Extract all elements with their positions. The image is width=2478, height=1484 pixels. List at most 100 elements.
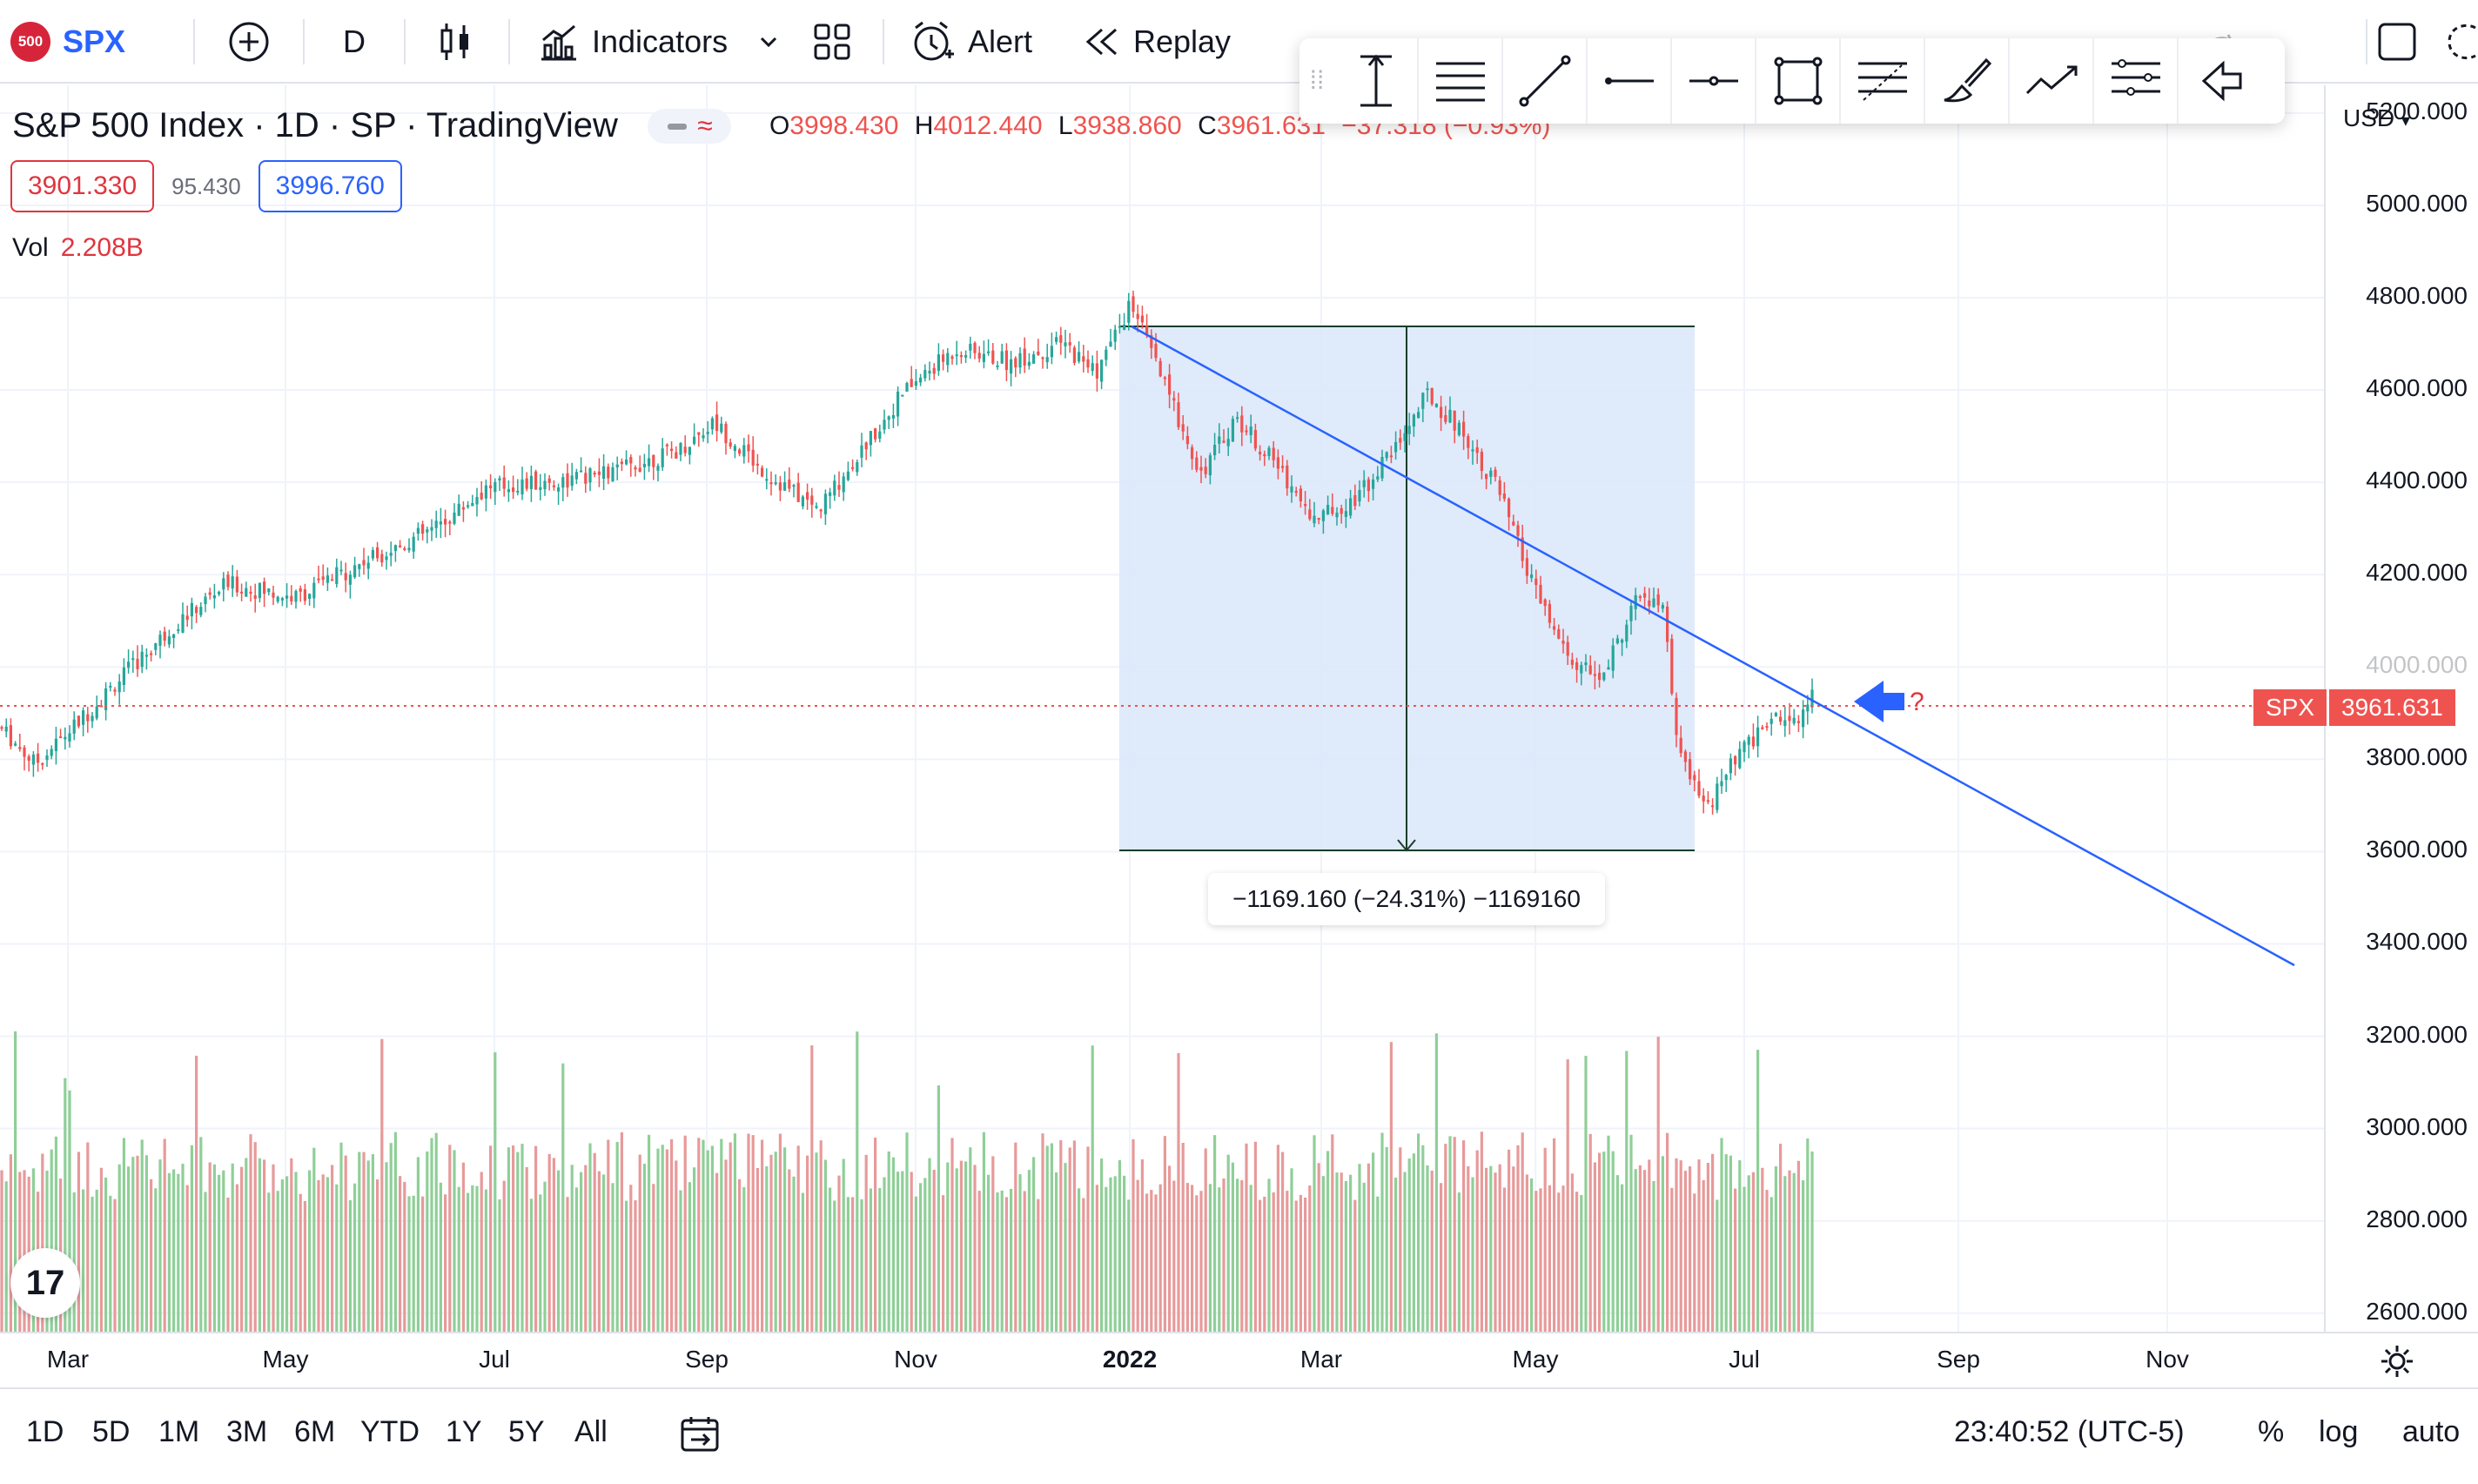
candle-body	[788, 479, 791, 489]
range-button[interactable]: YTD	[360, 1415, 420, 1448]
currency-selector[interactable]: USD ▾	[2343, 104, 2410, 132]
range-button[interactable]: 1D	[26, 1415, 64, 1448]
range-button[interactable]: 5Y	[508, 1415, 545, 1448]
candle-body	[312, 582, 316, 599]
path-tool[interactable]	[2010, 38, 2094, 124]
volume-bar	[1109, 1177, 1112, 1332]
candle-body	[1253, 430, 1257, 449]
price-axis-label: 2600.000	[2366, 1297, 2468, 1325]
alert-button[interactable]: Alert	[910, 0, 1032, 84]
candle-body	[1055, 337, 1058, 342]
collapse-toolbar-button[interactable]	[2179, 38, 2263, 124]
range-button[interactable]: 3M	[226, 1415, 268, 1448]
candle-body	[1615, 638, 1619, 644]
log-toggle[interactable]: log	[2319, 1415, 2359, 1448]
screenshot-button[interactable]	[2442, 0, 2477, 84]
volume-bar	[1598, 1152, 1602, 1332]
price-candles	[0, 290, 1814, 815]
fullscreen-button[interactable]	[2376, 0, 2418, 84]
volume-bar	[1607, 1135, 1610, 1332]
volume-bar	[1738, 1160, 1742, 1332]
volume-bar	[724, 1159, 728, 1332]
interval-button[interactable]: D	[343, 24, 366, 59]
range-button[interactable]: 6M	[294, 1415, 336, 1448]
range-button[interactable]: 5D	[92, 1415, 131, 1448]
layout-button[interactable]	[813, 0, 851, 84]
volume-bar	[1059, 1140, 1063, 1332]
chart-pane[interactable]: ?	[0, 85, 2324, 1332]
replay-button[interactable]: Replay	[1083, 0, 1231, 84]
candle-body	[1158, 360, 1162, 377]
volume-bar	[1553, 1138, 1556, 1332]
candle-body	[557, 487, 561, 492]
lines-tool[interactable]	[1419, 38, 1503, 124]
chart-canvas[interactable]: ?	[0, 85, 2324, 1332]
candle-body	[308, 594, 312, 600]
time-axis-label: Mar	[1299, 1346, 1343, 1373]
range-button[interactable]: 1Y	[446, 1415, 482, 1448]
candle-body	[1195, 457, 1199, 470]
volume-bar	[529, 1199, 533, 1332]
volume-bar	[1158, 1184, 1162, 1332]
indicators-dropdown[interactable]	[755, 0, 782, 84]
price-range-tool[interactable]	[1334, 38, 1419, 124]
candle-body	[1399, 438, 1402, 443]
bid-price-box[interactable]: 3901.330	[10, 160, 155, 212]
volume-bar	[1335, 1172, 1339, 1332]
ask-price-box[interactable]: 3996.760	[258, 160, 402, 212]
volume-bar	[778, 1133, 782, 1332]
chart-type-button[interactable]	[439, 0, 473, 84]
candle-body	[656, 466, 660, 471]
brush-tool[interactable]	[1925, 38, 2010, 124]
volume-bar	[1561, 1185, 1565, 1332]
compare-add-button[interactable]	[228, 0, 270, 84]
candle-body	[516, 490, 520, 493]
candle-body	[1045, 357, 1049, 363]
range-button[interactable]: 1M	[158, 1415, 200, 1448]
symbol-selector[interactable]: 500 SPX	[10, 0, 125, 84]
trendline[interactable]	[1131, 325, 2295, 967]
auto-toggle[interactable]: auto	[2402, 1415, 2461, 1448]
date-range-icon[interactable]	[679, 1415, 721, 1454]
candle-body	[629, 457, 633, 464]
candle-body	[1050, 346, 1053, 358]
volume-bar	[611, 1183, 614, 1332]
candle-body	[77, 715, 80, 727]
tradingview-logo-icon[interactable]: 17	[10, 1248, 80, 1318]
candle-body	[950, 356, 954, 359]
candle-body	[738, 449, 742, 454]
candle-body	[1376, 476, 1380, 480]
trendline-tool[interactable]	[1503, 38, 1588, 124]
volume-bar	[1308, 1185, 1312, 1332]
candle-body	[267, 588, 271, 593]
settings-list-tool[interactable]	[2094, 38, 2179, 124]
volume-bar	[1426, 1165, 1429, 1332]
candle-body	[520, 479, 524, 495]
percent-toggle[interactable]: %	[2258, 1415, 2285, 1448]
rectangle-tool[interactable]	[1756, 38, 1841, 124]
horizontal-ray-tool[interactable]	[1588, 38, 1672, 124]
blue-arrow-icon	[1854, 681, 1904, 722]
price-axis-label: 2800.000	[2366, 1205, 2468, 1232]
volume-bar	[150, 1178, 153, 1332]
drag-handle-icon[interactable]: ⁞⁞	[1309, 66, 1325, 95]
candle-body	[1770, 718, 1773, 724]
price-axis-label: 3400.000	[2366, 928, 2468, 956]
time-axis[interactable]: Mar May Jul Sep Nov 2022 Mar May Jul Sep Nov	[0, 1332, 2478, 1387]
volume-bar	[792, 1176, 796, 1332]
range-button[interactable]: All	[574, 1415, 608, 1448]
volume-bar	[525, 1166, 528, 1332]
indicators-button[interactable]: Indicators	[538, 0, 728, 84]
gear-icon[interactable]	[2380, 1344, 2414, 1379]
price-axis[interactable]: 5200.000 5000.000 4800.000 4600.000 4400.000…	[2324, 85, 2478, 1332]
volume-bar	[1163, 1136, 1166, 1332]
indicators-icon	[541, 24, 576, 61]
clock-timezone[interactable]: 23:40:52 (UTC-5)	[1954, 1415, 2185, 1448]
fib-tool[interactable]	[1841, 38, 1925, 124]
candle-body	[946, 353, 950, 366]
volume-bar	[625, 1200, 628, 1332]
horizontal-line-tool[interactable]	[1672, 38, 1756, 124]
volume-bar	[928, 1158, 931, 1332]
legend-toggle-pill[interactable]: ≈	[647, 108, 731, 144]
volume-bar	[1385, 1146, 1388, 1332]
